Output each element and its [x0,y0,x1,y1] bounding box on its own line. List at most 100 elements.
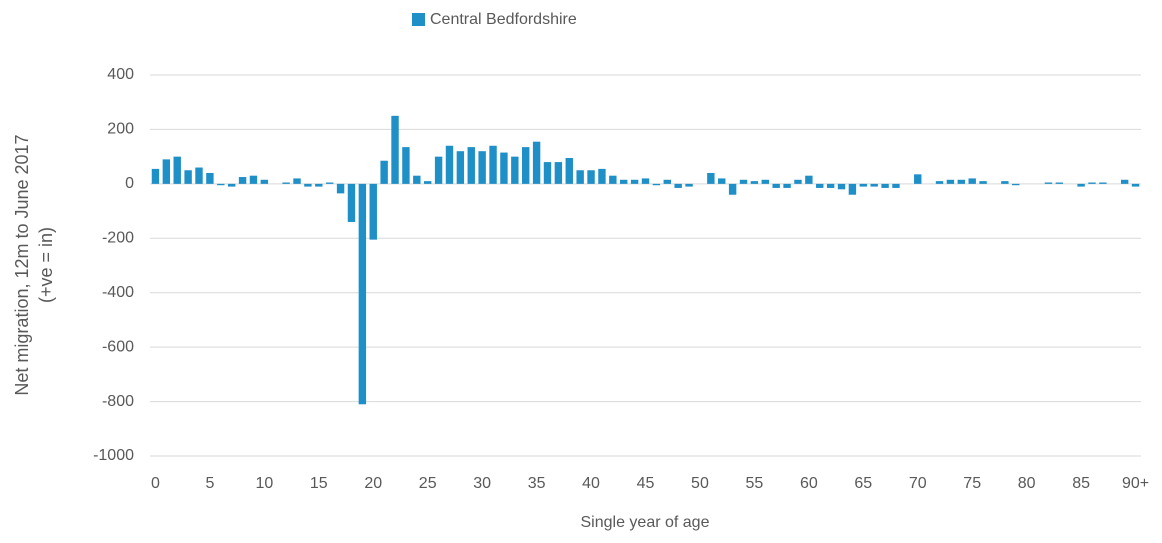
x-tick-label: 65 [854,475,872,492]
bar [456,151,465,184]
x-tick-label: 75 [963,475,981,492]
bar [576,170,584,184]
bar [630,179,639,184]
bar [837,183,846,190]
bar [674,183,682,188]
bar [380,160,388,184]
bar [641,178,650,184]
bar [151,168,160,184]
bar [685,183,693,187]
bar [1044,182,1053,184]
bar [217,183,225,186]
bar [260,179,269,184]
bar [173,156,181,184]
bar [543,162,552,184]
bar [369,183,377,240]
x-tick-label: 10 [255,475,273,492]
bar [1055,182,1064,184]
y-tick-label: -600 [102,338,134,355]
bar [652,183,661,186]
bar [620,179,628,184]
bar [315,183,323,187]
bar [968,178,976,184]
x-tick-label: 50 [691,475,709,492]
bar [979,181,987,184]
bar [783,183,791,188]
bar [772,183,780,188]
x-tick-label: 70 [909,475,927,492]
legend-swatch [412,13,425,26]
bar [826,183,835,188]
bar [325,182,334,184]
y-tick-label: 400 [107,66,134,83]
y-tick-label: 0 [125,175,134,192]
y-tick-label: -400 [102,284,134,301]
bar [587,170,595,184]
x-tick-label: 30 [473,475,491,492]
bar [805,175,813,184]
bar [195,167,203,184]
bar [413,175,421,184]
bar [935,181,944,184]
bar [598,168,606,184]
bar [957,179,966,184]
bar [336,183,345,194]
bar [728,183,737,195]
bar [881,183,889,188]
bar [870,183,878,187]
y-axis-title: Net migration, 12m to June 2017 [12,134,32,395]
x-tick-label: 80 [1018,475,1036,492]
bar [761,179,769,184]
bar [609,175,617,184]
bar [478,151,486,184]
bar [914,174,922,184]
x-tick-label: 35 [528,475,546,492]
bar [358,183,367,405]
bar [500,152,508,184]
bar [206,172,214,184]
bar [718,178,726,184]
bar [282,182,290,184]
bar [347,183,356,222]
bar [293,178,301,184]
x-tick-label: 20 [364,475,382,492]
x-tick-label: 40 [582,475,600,492]
x-tick-label: 85 [1072,475,1090,492]
x-tick-label: 55 [746,475,764,492]
bar [162,159,171,184]
bar [434,156,443,184]
bar [238,177,247,184]
bar [249,175,258,184]
x-tick-label: 25 [419,475,437,492]
bar [707,172,715,184]
bar [1088,182,1096,184]
bar [1131,183,1140,187]
y-tick-label: 200 [107,121,134,138]
bar [522,147,530,184]
y-axis-title: (+ve = in) [36,227,56,303]
bar [445,145,454,184]
bar [892,183,900,188]
bar [859,183,868,187]
bar [1012,183,1020,186]
bar [1001,181,1009,184]
x-tick-label: 45 [637,475,655,492]
bar [532,141,541,184]
bar [304,183,312,187]
bar [663,179,671,184]
bar [794,179,802,184]
x-tick-label: 5 [205,475,214,492]
x-tick-label: 60 [800,475,818,492]
x-axis-title: Single year of age [581,514,710,531]
y-tick-label: -200 [102,230,134,247]
bar [184,170,192,184]
bar [489,145,497,184]
bar [565,158,573,184]
bar [816,183,824,188]
bar [1099,182,1107,184]
bar [467,147,475,184]
x-tick-label: 0 [151,475,160,492]
bar [1120,179,1129,184]
bar [739,179,748,184]
